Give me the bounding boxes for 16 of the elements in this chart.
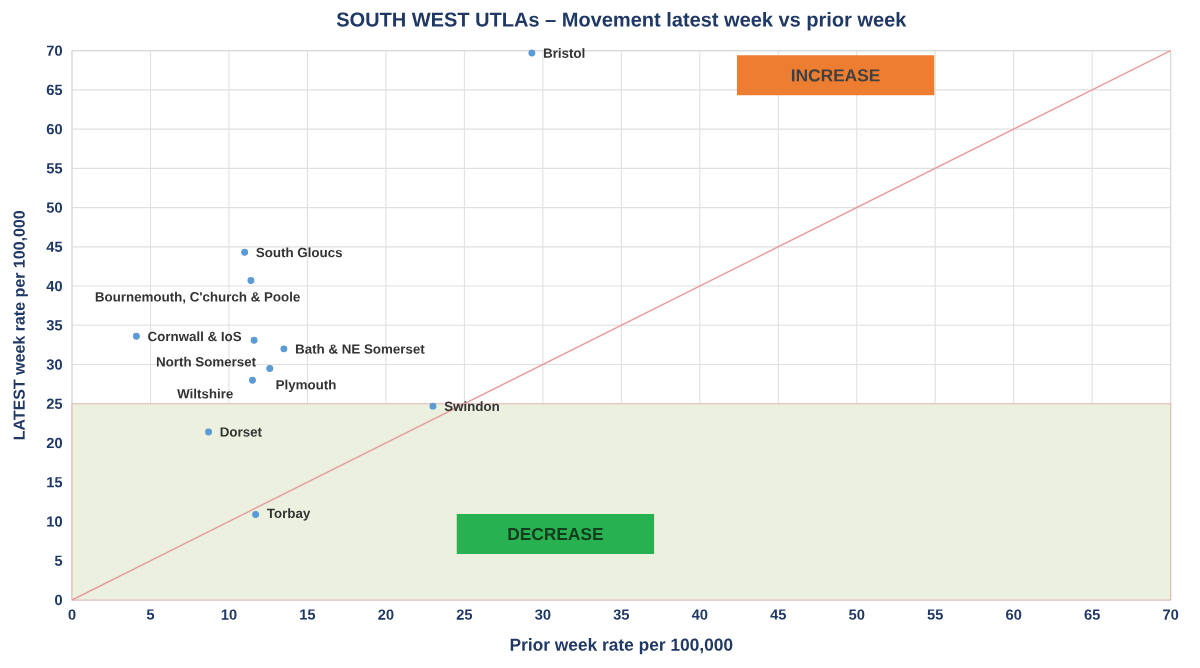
point [252,510,260,518]
y-axis-title: LATEST week rate per 100,000 [13,210,28,440]
chart-title: SOUTH WEST UTLAs – Movement latest week vs prior week [336,11,907,31]
point [528,49,536,57]
point [205,428,213,436]
point [241,248,249,256]
point [266,365,274,372]
band-label: DECREASE [508,527,603,541]
point [132,332,140,340]
point [247,277,255,285]
point [429,402,437,410]
annotation: INCREASE [791,69,880,82]
point [250,336,258,344]
point [280,345,288,353]
point [249,376,256,384]
x-axis-title: Prior week rate per 100,000 [510,638,733,655]
